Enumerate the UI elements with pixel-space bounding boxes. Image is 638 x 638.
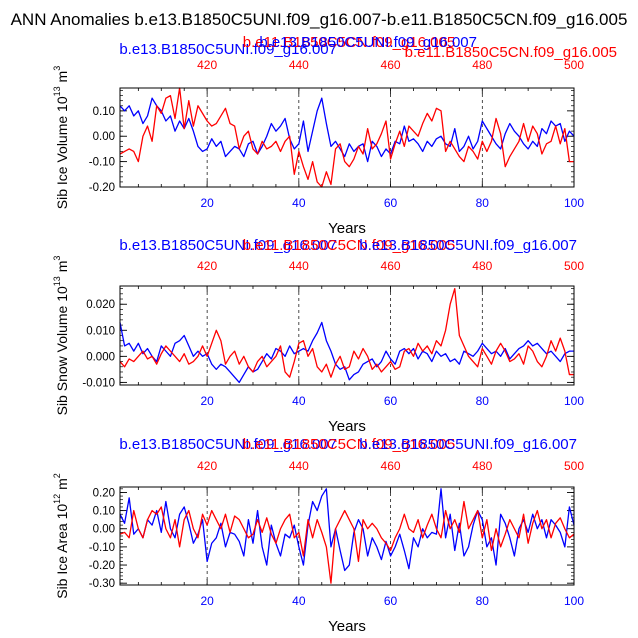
- xtick-label-top: 500: [564, 259, 584, 273]
- ytick-label: -0.20: [89, 560, 115, 572]
- x-axis-label: Years: [328, 220, 366, 237]
- ytick-label: -0.30: [89, 578, 115, 590]
- figure-title: ANN Anomalies b.e13.B1850C5UNI.f09_g16.0…: [11, 10, 628, 29]
- y-axis-label: Sib Ice Volume 1013 m3: [52, 66, 70, 209]
- series-line-red: [119, 87, 574, 188]
- xtick-label-top: 460: [381, 259, 401, 273]
- y-axis-label: Sib Ice Area 1012 m2: [52, 473, 70, 599]
- ytick-label: 0.020: [86, 299, 115, 311]
- series-line-red: [119, 500, 575, 584]
- ytick-label: -0.010: [82, 377, 115, 389]
- x-axis-label: Years: [328, 418, 366, 435]
- series-header-blue: b.e13.B1850C5UNI.f09_g16.007: [119, 237, 337, 254]
- ytick-label: 0.20: [93, 487, 115, 499]
- series-header-blue: b.e13.B1850C5UNI.f09_g16.007: [119, 436, 337, 453]
- xtick-label-top: 440: [289, 459, 309, 473]
- xtick-label-bottom: 60: [384, 394, 398, 408]
- xtick-label-top: 420: [197, 459, 217, 473]
- y-axis-label: Sib Snow Volume 1013 m3: [52, 256, 70, 416]
- xtick-label-top: 440: [289, 58, 309, 72]
- xtick-label-top: 480: [472, 459, 492, 473]
- xtick-label-top: 480: [472, 259, 492, 273]
- xtick-label-bottom: 100: [564, 196, 584, 210]
- x-axis-label: Years: [328, 618, 366, 635]
- plot-frame: [119, 285, 575, 386]
- series-header-blue: b.e13.B1850C5UNI.f09_g16.007: [119, 41, 337, 58]
- series-line-blue: [119, 321, 574, 384]
- xtick-label-bottom: 20: [200, 394, 214, 408]
- plot-frame: [119, 87, 575, 188]
- series-header-red: b.e11.B1850C5CN.f09_g16.005: [243, 34, 455, 51]
- series-header-blue-2: b.e13.B1850C5UNI.f09_g16.007: [359, 436, 577, 453]
- ytick-label: 0.00: [93, 131, 115, 143]
- xtick-label-bottom: 20: [200, 196, 214, 210]
- xtick-label-top: 480: [472, 58, 492, 72]
- series-header-red-2: b.e11.B1850C5CN.f09_g16.005: [405, 44, 617, 61]
- series-line-red: [119, 287, 574, 378]
- ytick-label: -0.20: [89, 182, 115, 194]
- xtick-label-bottom: 80: [476, 394, 490, 408]
- plot-frame: [119, 486, 575, 586]
- ytick-label: 0.010: [86, 325, 115, 337]
- ytick-label: 0.10: [93, 506, 115, 518]
- series-line-blue: [119, 97, 575, 163]
- xtick-label-top: 460: [381, 459, 401, 473]
- series-line-blue: [119, 488, 575, 572]
- xtick-label-bottom: 20: [200, 594, 214, 608]
- xtick-label-bottom: 100: [564, 594, 584, 608]
- xtick-label-bottom: 80: [476, 196, 490, 210]
- ytick-label: -0.10: [89, 157, 115, 169]
- ytick-label: 0.000: [86, 351, 115, 363]
- ytick-label: 0.10: [93, 106, 115, 118]
- series-header-red: b.e11.B1850C5CN.f09_g16.005: [243, 237, 455, 254]
- xtick-label-top: 460: [381, 58, 401, 72]
- xtick-label-top: 500: [564, 58, 584, 72]
- xtick-label-top: 420: [197, 58, 217, 72]
- series-header-red: b.e11.B1850C5CN.f09_g16.005: [243, 436, 455, 453]
- series-header-blue-2: b.e13.B1850C5UNI.f09_g16.007: [259, 34, 477, 51]
- ytick-label: -0.10: [89, 542, 115, 554]
- xtick-label-top: 440: [289, 259, 309, 273]
- xtick-label-bottom: 60: [384, 196, 398, 210]
- ytick-label: 0.00: [93, 524, 115, 536]
- xtick-label-top: 420: [197, 259, 217, 273]
- xtick-label-bottom: 100: [564, 394, 584, 408]
- series-header-blue-2: b.e13.B1850C5UNI.f09_g16.007: [359, 237, 577, 254]
- xtick-label-bottom: 60: [384, 594, 398, 608]
- panel-3: b.e13.B1850C5UNI.f09_g16.007b.e11.B1850C…: [52, 436, 584, 635]
- xtick-label-bottom: 40: [292, 594, 306, 608]
- xtick-label-top: 500: [564, 459, 584, 473]
- panel-2: b.e13.B1850C5UNI.f09_g16.007b.e11.B1850C…: [52, 237, 584, 435]
- xtick-label-bottom: 80: [476, 594, 490, 608]
- panel-1: b.e13.B1850C5UNI.f09_g16.007b.e11.B1850C…: [52, 34, 617, 237]
- xtick-label-bottom: 40: [292, 196, 306, 210]
- xtick-label-bottom: 40: [292, 394, 306, 408]
